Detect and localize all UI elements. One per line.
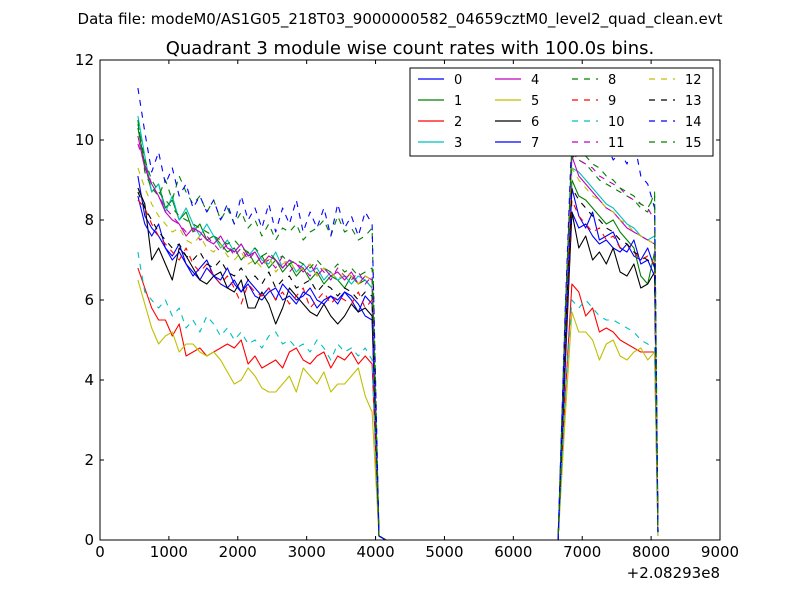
legend-label-9: 9 xyxy=(608,94,616,109)
chart-title: Quadrant 3 module wise count rates with … xyxy=(166,38,655,59)
y-tick-label: 8 xyxy=(84,211,94,229)
legend-label-10: 10 xyxy=(608,115,625,130)
legend-label-1: 1 xyxy=(454,94,462,109)
series-line-0 xyxy=(137,175,659,541)
legend-label-12: 12 xyxy=(685,73,702,88)
x-tick-label: 4000 xyxy=(356,543,394,561)
x-axis: 0 1000 2000 3000 4000 5000 6000 7000 8000 9000 xyxy=(95,60,739,561)
series-line-10 xyxy=(137,251,659,541)
x-tick-label: 6000 xyxy=(494,543,532,561)
legend-label-3: 3 xyxy=(454,136,462,151)
x-tick-label: 5000 xyxy=(425,543,463,561)
legend-label-0: 0 xyxy=(454,73,462,88)
legend-label-2: 2 xyxy=(454,115,462,130)
x-axis-offset-text: +2.08293e8 xyxy=(627,564,720,582)
x-tick-label: 9000 xyxy=(701,543,739,561)
series-line-11 xyxy=(137,143,659,541)
y-tick-label: 12 xyxy=(75,51,94,69)
series-line-13 xyxy=(137,187,659,541)
legend-label-6: 6 xyxy=(531,115,539,130)
series-line-6 xyxy=(137,187,659,541)
legend-label-7: 7 xyxy=(531,136,539,151)
legend-label-8: 8 xyxy=(608,73,616,88)
legend-box xyxy=(409,67,714,157)
y-tick-label: 10 xyxy=(75,131,94,149)
series-line-5 xyxy=(137,279,659,541)
y-tick-label: 2 xyxy=(84,451,94,469)
legend-label-14: 14 xyxy=(685,115,702,130)
x-tick-label: 7000 xyxy=(563,543,601,561)
y-tick-label: 6 xyxy=(84,291,94,309)
x-tick-label: 3000 xyxy=(288,543,326,561)
series-line-7 xyxy=(137,187,659,541)
series-line-9 xyxy=(137,199,659,541)
figure-suptitle: Data file: modeM0/AS1G05_218T03_90000005… xyxy=(78,10,723,29)
series-line-12 xyxy=(137,167,659,541)
series-line-8 xyxy=(137,119,659,541)
legend-label-13: 13 xyxy=(685,94,702,109)
y-tick-label: 0 xyxy=(84,531,94,549)
x-tick-label: 1000 xyxy=(150,543,188,561)
x-tick-label: 0 xyxy=(95,543,105,561)
series-line-15 xyxy=(137,123,659,541)
legend-label-4: 4 xyxy=(531,73,539,88)
x-tick-label: 8000 xyxy=(632,543,670,561)
y-tick-label: 4 xyxy=(84,371,94,389)
legend-label-15: 15 xyxy=(685,136,702,151)
series-line-3 xyxy=(137,115,659,541)
legend-label-5: 5 xyxy=(531,94,539,109)
legend-label-11: 11 xyxy=(608,136,625,151)
x-tick-label: 2000 xyxy=(219,543,257,561)
